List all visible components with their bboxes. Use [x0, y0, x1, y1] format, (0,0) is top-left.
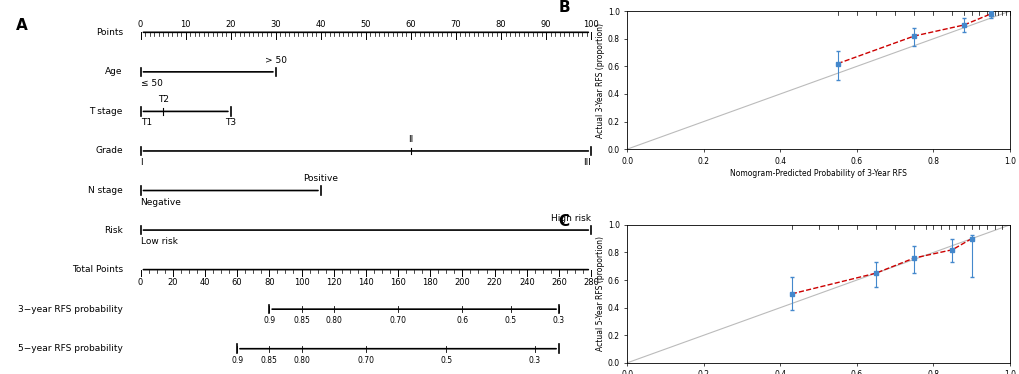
Text: Grade: Grade	[95, 147, 122, 156]
Text: Points: Points	[96, 28, 122, 37]
Text: 10: 10	[180, 20, 191, 29]
Text: 0.9: 0.9	[231, 356, 243, 365]
Text: 40: 40	[200, 278, 210, 287]
Text: Positive: Positive	[303, 175, 338, 184]
Text: 280: 280	[583, 278, 598, 287]
Text: 60: 60	[406, 20, 416, 29]
Text: 120: 120	[325, 278, 341, 287]
Text: 5−year RFS probability: 5−year RFS probability	[18, 344, 122, 353]
Text: 50: 50	[361, 20, 371, 29]
Text: 70: 70	[450, 20, 461, 29]
Text: ≤ 50: ≤ 50	[141, 79, 162, 88]
Text: 200: 200	[454, 278, 470, 287]
Text: 0.70: 0.70	[389, 316, 407, 325]
Text: 180: 180	[422, 278, 438, 287]
Text: 80: 80	[264, 278, 274, 287]
Text: 80: 80	[495, 20, 505, 29]
Text: Total Points: Total Points	[71, 265, 122, 274]
Y-axis label: Actual 5-Year RFS (proportion): Actual 5-Year RFS (proportion)	[595, 236, 604, 351]
Text: Age: Age	[105, 67, 122, 76]
Text: > 50: > 50	[265, 56, 286, 65]
Text: Risk: Risk	[104, 226, 122, 234]
Text: 160: 160	[389, 278, 406, 287]
Text: III: III	[583, 158, 591, 167]
Text: 0.85: 0.85	[292, 316, 310, 325]
Text: N stage: N stage	[88, 186, 122, 195]
Text: 40: 40	[315, 20, 326, 29]
Text: Low risk: Low risk	[141, 237, 177, 246]
Text: T3: T3	[225, 119, 236, 128]
Text: High risk: High risk	[550, 214, 591, 223]
Text: A: A	[16, 18, 28, 33]
Text: 0.5: 0.5	[504, 316, 517, 325]
X-axis label: Nomogram-Predicted Probability of 3-Year RFS: Nomogram-Predicted Probability of 3-Year…	[730, 169, 906, 178]
Text: 0.70: 0.70	[357, 356, 374, 365]
Text: 0.5: 0.5	[440, 356, 452, 365]
Y-axis label: Actual 3-Year RFS (proportion): Actual 3-Year RFS (proportion)	[595, 23, 604, 138]
Text: 3−year RFS probability: 3−year RFS probability	[18, 305, 122, 314]
Text: T1: T1	[141, 119, 152, 128]
Text: B: B	[558, 0, 570, 15]
Text: 30: 30	[270, 20, 281, 29]
Text: 0.3: 0.3	[552, 316, 565, 325]
Text: 0: 0	[138, 278, 143, 287]
Text: T stage: T stage	[90, 107, 122, 116]
Text: T2: T2	[158, 95, 168, 104]
Text: C: C	[558, 214, 569, 229]
Text: 0.6: 0.6	[455, 316, 468, 325]
Text: 20: 20	[167, 278, 178, 287]
Text: 60: 60	[231, 278, 243, 287]
Text: II: II	[408, 135, 413, 144]
Text: 260: 260	[550, 278, 567, 287]
Text: Negative: Negative	[141, 197, 181, 206]
Text: 220: 220	[486, 278, 502, 287]
Text: I: I	[141, 158, 143, 167]
Text: 100: 100	[293, 278, 309, 287]
Text: 0.9: 0.9	[263, 316, 275, 325]
Text: 240: 240	[519, 278, 534, 287]
Text: 20: 20	[225, 20, 235, 29]
Text: 0.85: 0.85	[261, 356, 277, 365]
Text: 0.3: 0.3	[528, 356, 540, 365]
Text: 0: 0	[138, 20, 143, 29]
Text: 140: 140	[358, 278, 373, 287]
Text: 100: 100	[583, 20, 598, 29]
Text: 0.80: 0.80	[325, 316, 341, 325]
Text: 0.80: 0.80	[292, 356, 310, 365]
Text: 90: 90	[540, 20, 551, 29]
